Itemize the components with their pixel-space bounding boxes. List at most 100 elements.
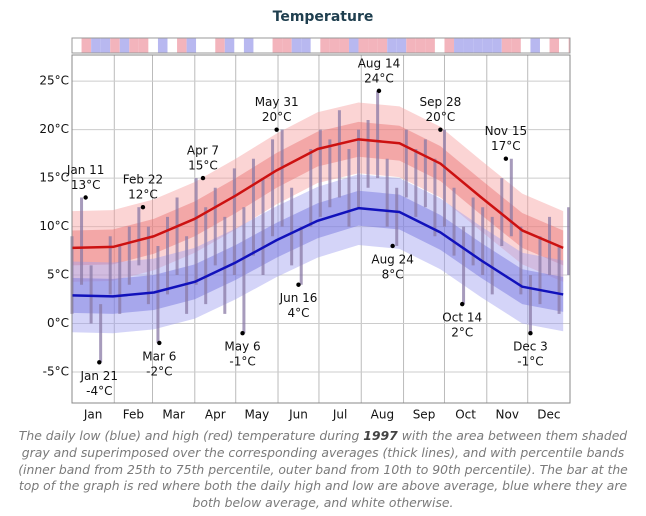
anomaly-cell — [167, 38, 178, 53]
anomaly-cell — [301, 38, 311, 53]
annotation-date: Jan 21 — [79, 369, 118, 383]
annotation-dot — [438, 127, 443, 132]
anomaly-cell — [482, 38, 493, 53]
anomaly-cell — [539, 38, 550, 53]
y-tick-label: -5°C — [43, 364, 69, 378]
anomaly-cell — [530, 38, 540, 53]
anomaly-cell — [291, 38, 302, 53]
anomaly-cell — [310, 38, 321, 53]
annotation-dot — [274, 127, 279, 132]
x-tick-label: May — [244, 408, 269, 422]
plot-frame — [71, 54, 571, 404]
annotation-dot — [97, 360, 102, 365]
annotation-value: 15°C — [188, 159, 218, 173]
x-tick-label: Dec — [537, 408, 560, 422]
annotation-date: Feb 22 — [123, 173, 163, 187]
anomaly-cell — [444, 38, 455, 53]
annotation-value: -1°C — [517, 355, 543, 369]
anomaly-cell — [492, 38, 502, 53]
annotation-dot — [503, 156, 509, 161]
caption: The daily low (blue) and high (red) temp… — [8, 428, 638, 512]
annotation-value: 4°C — [287, 306, 309, 320]
annotation-date: Jun 16 — [279, 291, 318, 305]
x-tick-label: Sep — [413, 408, 436, 422]
anomaly-cell — [396, 38, 407, 53]
anomaly-cell — [72, 38, 82, 53]
anomaly-cell — [129, 38, 139, 53]
caption-text: The daily low (blue) and high (red) temp… — [18, 428, 364, 443]
x-tick-label: Mar — [162, 408, 185, 422]
annotation-value: 2°C — [451, 326, 473, 340]
annotation-dot — [83, 195, 88, 200]
anomaly-cell — [348, 38, 359, 53]
annotation-value: 17°C — [491, 139, 521, 153]
y-tick-label: 15°C — [39, 171, 69, 185]
anomaly-cell — [177, 38, 187, 53]
caption-year: 1997 — [363, 428, 398, 443]
y-tick-label: 20°C — [39, 122, 69, 136]
anomaly-bar-frame — [71, 37, 571, 54]
annotation-date: Apr 7 — [187, 144, 219, 158]
anomaly-cell — [196, 38, 206, 53]
anomaly-cell — [501, 38, 512, 53]
average-line — [71, 206, 564, 298]
annotation-value: 13°C — [71, 178, 101, 192]
percentile-band — [72, 174, 564, 334]
anomaly-cell — [415, 38, 426, 53]
chart-title: Temperature — [273, 9, 374, 25]
anomaly-cell — [186, 38, 197, 53]
annotation-date: Sep 28 — [420, 95, 462, 109]
anomaly-cell — [234, 38, 244, 53]
anomaly-cell — [148, 38, 158, 53]
anomaly-cell — [377, 38, 388, 53]
anomaly-cell — [387, 38, 397, 53]
annotation-value: 12°C — [128, 188, 158, 202]
annotation-dot — [140, 204, 146, 210]
annotation-date: May 31 — [255, 95, 299, 109]
annotation-value: -2°C — [146, 364, 172, 378]
annotation-dot — [200, 175, 206, 181]
annotation-dot — [376, 88, 382, 94]
annotation-dot — [460, 301, 465, 307]
annotation-value: 20°C — [262, 110, 292, 124]
anomaly-cell — [110, 38, 120, 53]
anomaly-cell — [568, 38, 570, 53]
annotation-value: -4°C — [86, 384, 112, 398]
anomaly-cell — [81, 38, 92, 53]
anomaly-cell — [272, 38, 283, 53]
annotation-date: Aug 14 — [358, 56, 401, 70]
anomaly-cell — [138, 38, 149, 53]
anomaly-cell — [454, 38, 464, 53]
anomaly-cell — [473, 38, 483, 53]
anomaly-cell — [320, 38, 330, 53]
annotation-value: 20°C — [426, 110, 456, 124]
anomaly-cell — [406, 38, 416, 53]
annotation-date: May 6 — [224, 340, 260, 354]
x-tick-label: Apr — [205, 408, 226, 422]
annotation-dot — [390, 243, 395, 249]
anomaly-cell — [368, 38, 378, 53]
annotation-value: 24°C — [364, 71, 394, 85]
anomaly-cell — [425, 38, 435, 53]
anomaly-cell — [119, 38, 130, 53]
anomaly-cell — [263, 38, 273, 53]
anomaly-cell — [224, 38, 235, 53]
annotation-dot — [157, 340, 162, 346]
x-tick-label: Nov — [496, 408, 519, 422]
anomaly-cell — [243, 38, 254, 53]
anomaly-cell — [215, 38, 225, 53]
anomaly-cell — [520, 38, 531, 53]
anomaly-cell — [253, 38, 264, 53]
y-tick-label: 0°C — [47, 316, 69, 330]
anomaly-cell — [91, 38, 101, 53]
anomaly-cell — [100, 38, 111, 53]
x-tick-label: Jan — [83, 408, 103, 422]
annotation-date: Dec 3 — [513, 340, 548, 354]
x-tick-label: Oct — [455, 408, 476, 422]
annotation-date: Aug 24 — [371, 252, 414, 266]
anomaly-cell — [463, 38, 474, 53]
x-tick-label: Jun — [288, 408, 308, 422]
annotation-date: Oct 14 — [442, 311, 482, 325]
anomaly-cell — [434, 38, 445, 53]
anomaly-cell — [559, 38, 569, 53]
